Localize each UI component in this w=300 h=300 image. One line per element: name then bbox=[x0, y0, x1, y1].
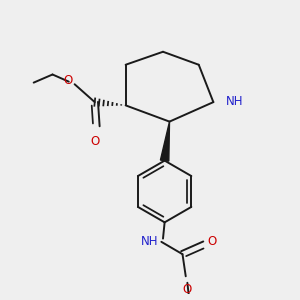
Text: NH: NH bbox=[226, 94, 243, 108]
Text: O: O bbox=[64, 74, 73, 88]
Text: O: O bbox=[90, 135, 99, 148]
Text: O: O bbox=[183, 284, 192, 296]
Text: O: O bbox=[207, 235, 216, 248]
Text: NH: NH bbox=[141, 235, 159, 248]
Polygon shape bbox=[160, 122, 169, 161]
